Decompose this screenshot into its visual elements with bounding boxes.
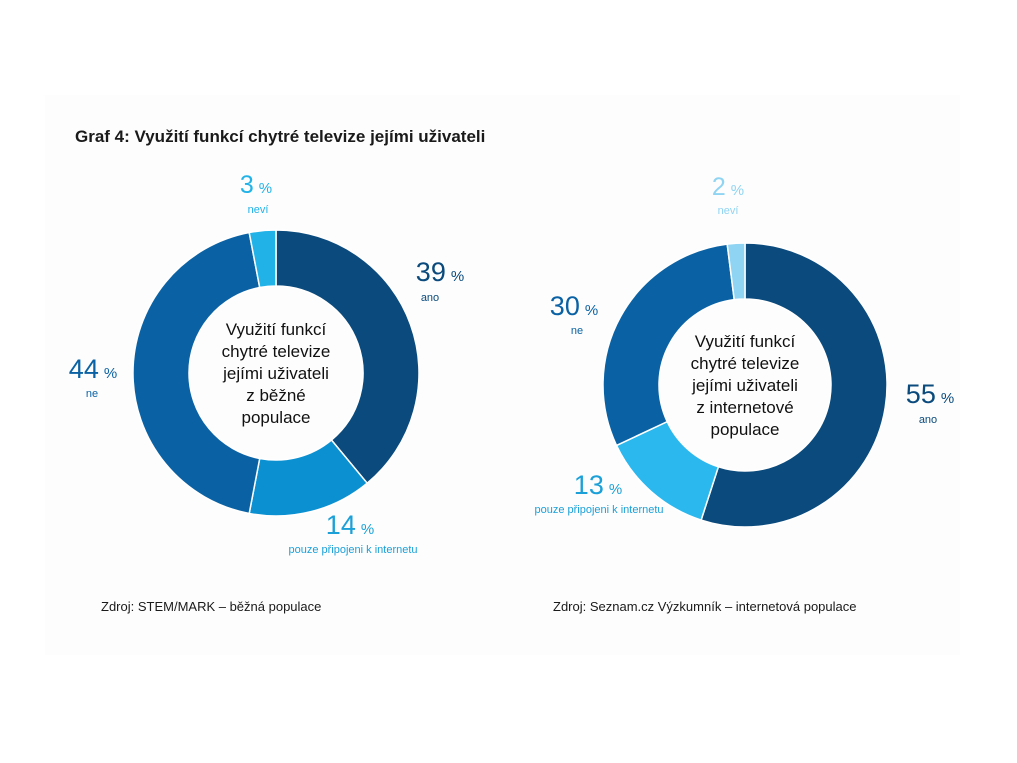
center-label-line: populace	[710, 420, 779, 439]
slice-category-label: pouze připojeni k internetu	[288, 544, 417, 556]
slice-category-label: ne	[571, 325, 583, 337]
slice-category-label: ne	[86, 388, 98, 400]
slice-value-label: 55%	[906, 379, 954, 409]
slice-category-label: ano	[421, 292, 439, 304]
slice-value-label: 39%	[416, 257, 464, 287]
center-label-line: jejími uživateli	[222, 364, 329, 383]
donut-chart-1: Využití funkcí chytré televize jejími uživ…	[534, 173, 954, 528]
slice-neví	[726, 242, 746, 301]
source-left: Zdroj: STEM/MARK – běžná populace	[101, 599, 322, 614]
slice-category-label: neví	[248, 204, 269, 216]
slice-neví	[248, 229, 277, 289]
slice-category-label: ano	[919, 414, 937, 426]
slice-ano	[275, 229, 420, 485]
slice-ne	[132, 231, 261, 515]
center-label-line: Využití funkcí	[695, 332, 796, 351]
center-label-line: jejími uživateli	[691, 376, 798, 395]
slice-category-label: neví	[718, 205, 739, 217]
center-label-line: chytré televize	[222, 342, 331, 361]
center-label-line: chytré televize	[691, 354, 800, 373]
slice-value-label: 13%	[574, 470, 622, 500]
slice-value-label: 2%	[712, 173, 744, 201]
slice-value-label: 3%	[240, 171, 272, 199]
slice-value-label: 14%	[326, 510, 374, 540]
slice-ano	[700, 242, 888, 528]
center-label-line: z internetové	[696, 398, 793, 417]
source-right: Zdroj: Seznam.cz Výzkumník – internetová…	[553, 599, 857, 614]
donut-chart-0: Využití funkcí chytré televize jejími uživ…	[69, 171, 464, 556]
chart-title: Graf 4: Využití funkcí chytré televize j…	[75, 127, 486, 146]
center-label-line: z běžné	[246, 386, 306, 405]
slice-value-label: 30%	[550, 291, 598, 321]
slice-category-label: pouze připojeni k internetu	[534, 504, 663, 516]
slice-value-label: 44%	[69, 354, 117, 384]
center-label-line: Využití funkcí	[226, 320, 327, 339]
chart-panel	[45, 95, 960, 655]
slice-ne	[602, 243, 736, 447]
center-label-line: populace	[241, 408, 310, 427]
